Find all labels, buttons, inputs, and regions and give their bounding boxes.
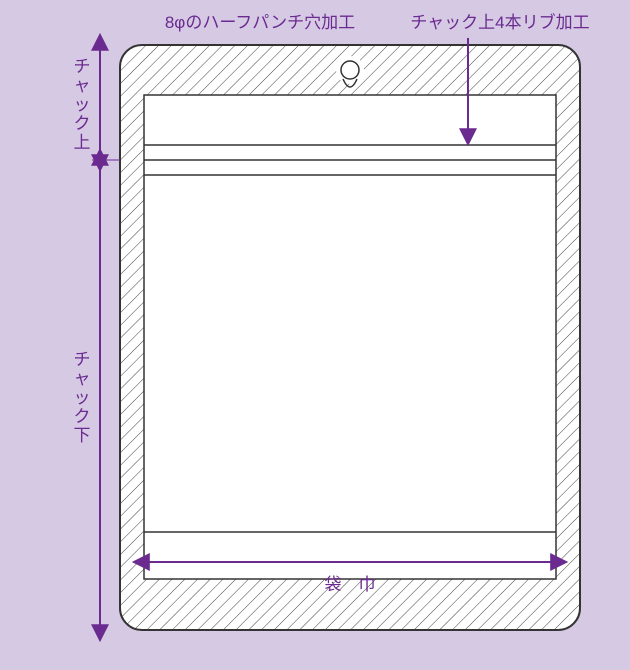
label-dim-bottom: チャック下 bbox=[74, 350, 91, 445]
inner-panel bbox=[144, 95, 556, 579]
diagram-svg: 8φのハーフパンチ穴加工 チャック上4本リブ加工チャック上チャック下袋 巾 bbox=[0, 0, 630, 670]
punch-hole-backing bbox=[336, 56, 364, 84]
label-dim-top: チャック上 bbox=[74, 57, 91, 152]
label-dim-width: 袋 巾 bbox=[325, 575, 376, 594]
label-rib: チャック上4本リブ加工 bbox=[410, 12, 589, 32]
bag-group bbox=[120, 45, 580, 630]
label-punch-hole: 8φのハーフパンチ穴加工 bbox=[165, 13, 355, 32]
